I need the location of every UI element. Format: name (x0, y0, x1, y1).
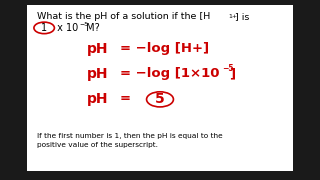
Text: ]: ] (229, 67, 235, 80)
Text: x 10: x 10 (54, 23, 78, 33)
Text: pH: pH (86, 42, 108, 56)
Text: What is the pH of a solution if the [H: What is the pH of a solution if the [H (37, 12, 210, 21)
Text: −5: −5 (222, 64, 234, 73)
Text: ] is: ] is (235, 12, 250, 21)
FancyBboxPatch shape (27, 5, 293, 171)
Text: 1: 1 (41, 23, 47, 33)
Text: −5: −5 (79, 22, 89, 27)
Text: pH: pH (86, 67, 108, 81)
Text: If the first number is 1, then the pH is equal to the
positive value of the supe: If the first number is 1, then the pH is… (37, 133, 222, 148)
Text: = −log [H+]: = −log [H+] (120, 42, 209, 55)
Text: = −log [1×10: = −log [1×10 (120, 67, 220, 80)
Text: pH: pH (86, 92, 108, 106)
Text: 1+: 1+ (229, 14, 238, 19)
Text: 5: 5 (155, 92, 165, 106)
Text: =: = (120, 93, 131, 105)
Text: M?: M? (83, 23, 100, 33)
